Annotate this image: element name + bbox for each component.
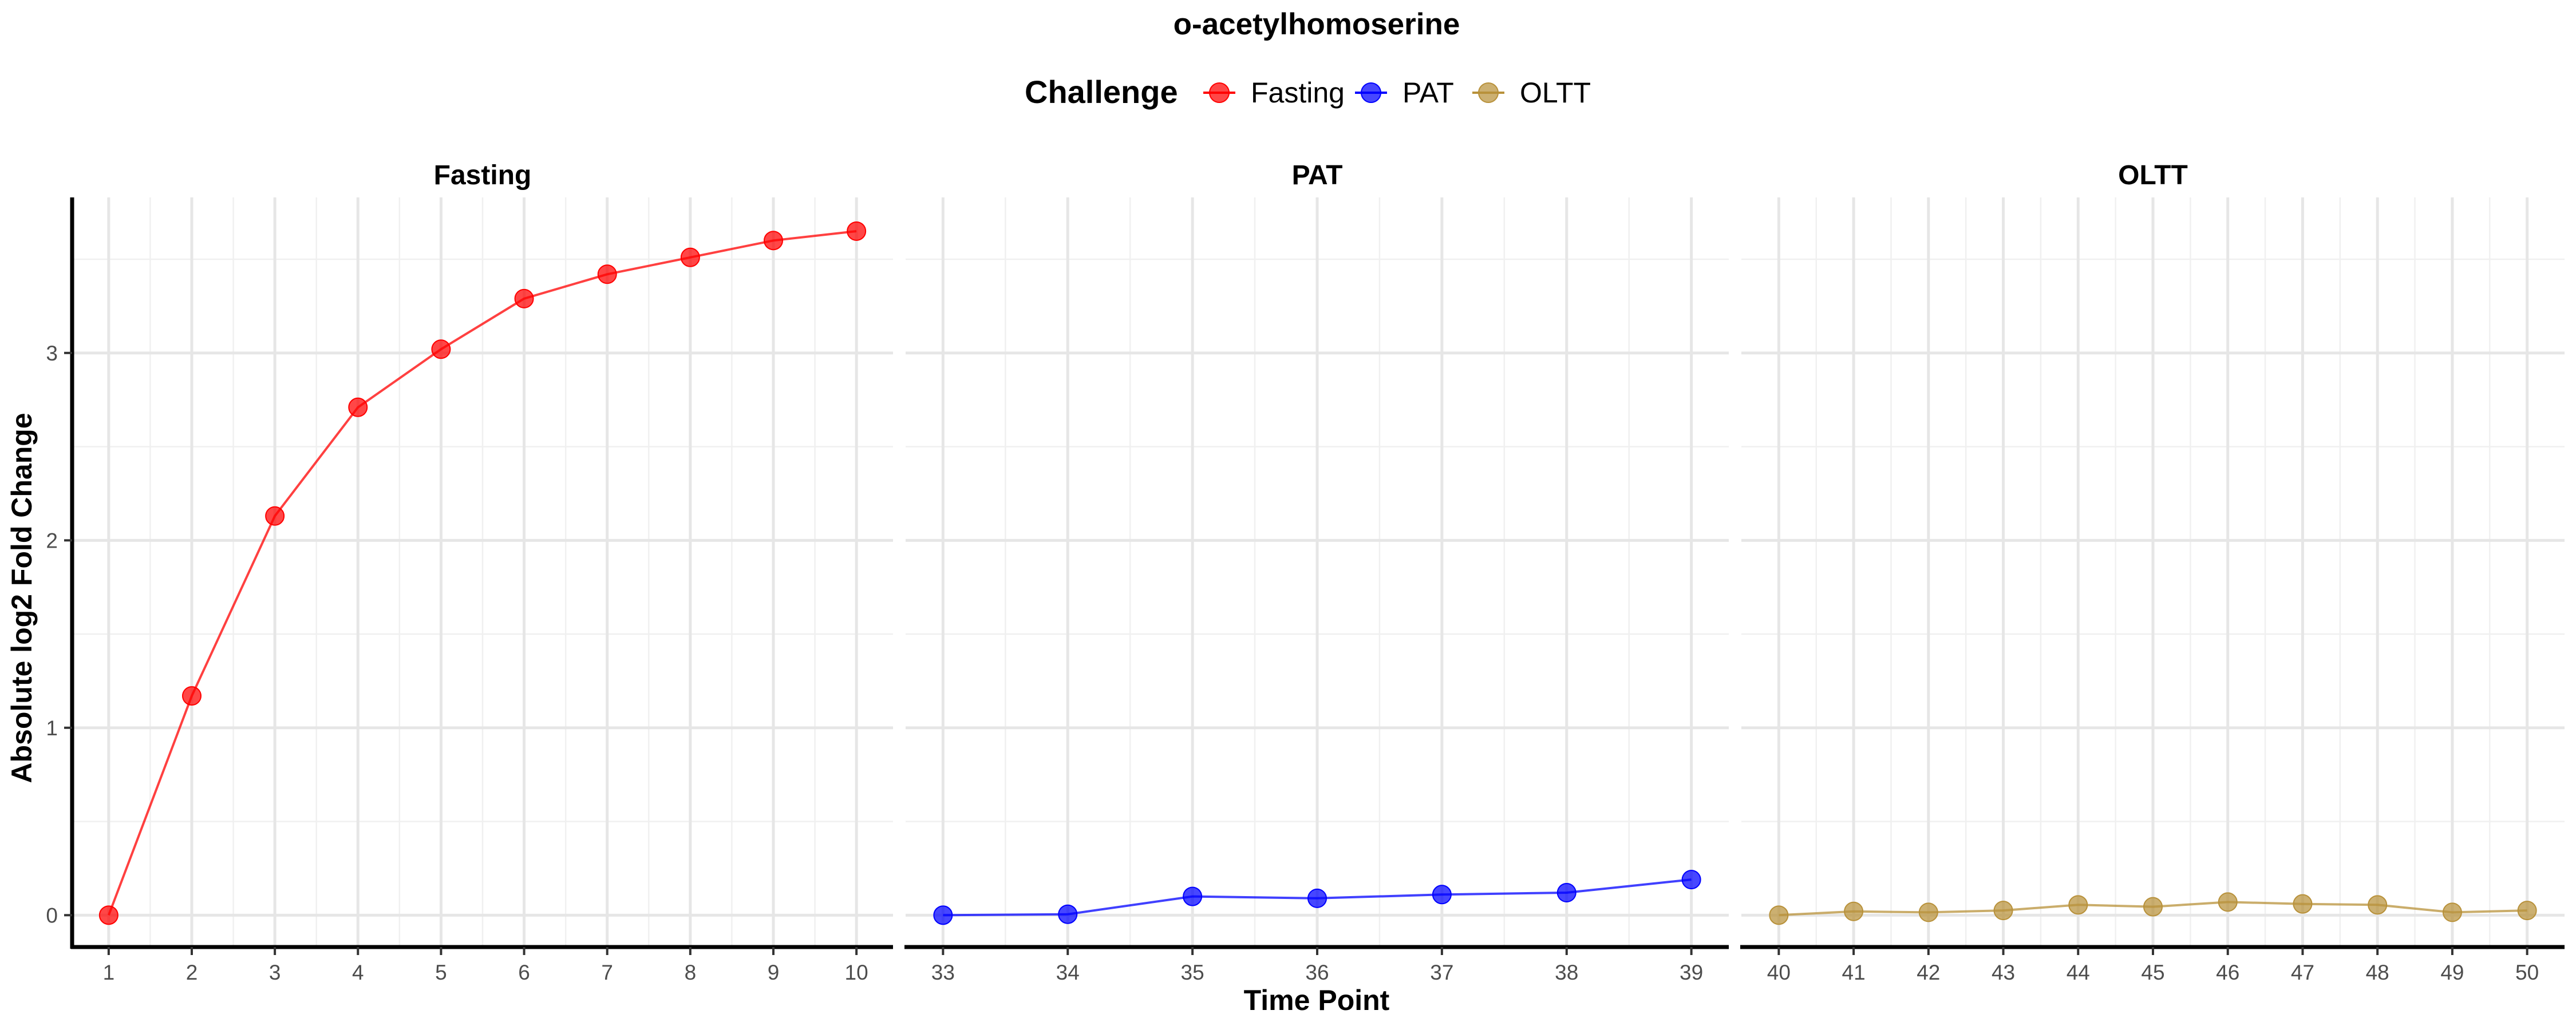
x-tick-label: 50 (2515, 961, 2539, 984)
x-tick-label: 7 (601, 961, 613, 984)
y-tick-label: 1 (46, 716, 58, 740)
x-axis-title: Time Point (1244, 984, 1390, 1016)
legend-label: Fasting (1251, 77, 1345, 109)
data-point-oltt (2143, 897, 2163, 917)
x-tick-label: 43 (1992, 961, 2015, 984)
facet-strip-label: PAT (1292, 160, 1343, 191)
x-tick-label: 8 (685, 961, 697, 984)
data-point-fasting (680, 247, 700, 267)
x-tick-label: 35 (1181, 961, 1204, 984)
y-axis-title: Absolute log2 Fold Change (6, 413, 38, 783)
data-point-fasting (431, 339, 451, 359)
y-tick-label: 0 (46, 904, 58, 927)
x-tick-label: 41 (1842, 961, 1866, 984)
series-line-fasting (108, 230, 857, 916)
x-tick-label: 40 (1767, 961, 1791, 984)
data-point-pat (1183, 886, 1203, 906)
x-tick-label: 33 (931, 961, 955, 984)
x-tick-label: 46 (2216, 961, 2239, 984)
legend-item-fasting: Fasting (1203, 77, 1345, 109)
legend-label: PAT (1402, 77, 1454, 109)
chart-title: o-acetylhomoserine (1174, 7, 1460, 41)
data-point-fasting (265, 506, 285, 526)
data-point-oltt (2368, 895, 2388, 915)
x-tick-label: 3 (269, 961, 281, 984)
data-point-oltt (1993, 901, 2013, 921)
data-point-oltt (2293, 894, 2313, 914)
x-tick-label: 36 (1305, 961, 1329, 984)
data-point-fasting (847, 221, 867, 241)
x-tick-label: 38 (1555, 961, 1578, 984)
facet-oltt: OLTT 40 41 42 43 44 45 46 47 48 49 50 (1740, 160, 2565, 984)
legend-key-marker (1361, 82, 1381, 103)
legend-label: OLTT (1520, 77, 1591, 109)
x-tick-label: 34 (1056, 961, 1080, 984)
data-point-fasting (597, 264, 617, 284)
x-tick-label: 49 (2440, 961, 2464, 984)
x-tick-label: 4 (352, 961, 364, 984)
x-tick-label: 2 (186, 961, 198, 984)
data-point-pat (1556, 883, 1577, 903)
data-point-fasting (348, 397, 368, 417)
data-point-fasting (98, 905, 118, 925)
facet-strip-label: OLTT (2118, 160, 2188, 191)
data-point-fasting (763, 231, 783, 251)
data-point-oltt (2517, 901, 2537, 921)
x-tick-label: 37 (1430, 961, 1453, 984)
facet-fasting: Fasting 1 2 3 4 5 6 7 8 9 10 0 1 2 3 (46, 160, 893, 984)
y-tick-label: 3 (46, 342, 58, 365)
data-point-oltt (2442, 902, 2462, 922)
data-point-pat (1058, 904, 1078, 924)
x-tick-label: 9 (768, 961, 780, 984)
grid (72, 197, 893, 947)
data-point-oltt (1918, 902, 1938, 922)
data-point-oltt (2068, 895, 2088, 915)
data-point-oltt (1844, 901, 1864, 921)
legend: Challenge Fasting PAT OLTT (1025, 74, 1591, 110)
legend-item-pat: PAT (1355, 77, 1454, 109)
x-tick-label: 42 (1917, 961, 1940, 984)
legend-key-marker (1209, 82, 1230, 103)
y-tick-label: 2 (46, 529, 58, 552)
data-point-oltt (2218, 892, 2238, 912)
data-point-pat (1432, 885, 1452, 905)
x-tick-label: 48 (2366, 961, 2389, 984)
x-tick-label: 39 (1680, 961, 1703, 984)
x-tick-label: 10 (845, 961, 868, 984)
facet-strip-label: Fasting (434, 160, 532, 191)
data-point-oltt (1769, 905, 1789, 925)
x-tick-label: 5 (435, 961, 447, 984)
x-tick-label: 6 (518, 961, 530, 984)
x-tick-label: 45 (2141, 961, 2164, 984)
x-tick-label: 44 (2067, 961, 2090, 984)
grid (1741, 197, 2565, 947)
data-point-fasting (182, 686, 202, 706)
x-tick-label: 1 (103, 961, 115, 984)
x-tick-label: 47 (2291, 961, 2314, 984)
facet-pat: PAT 33 34 35 36 37 38 39 (904, 160, 1729, 984)
data-point-pat (933, 905, 953, 925)
legend-key-marker (1478, 82, 1499, 103)
data-point-fasting (514, 288, 534, 308)
legend-item-oltt: OLTT (1472, 77, 1591, 109)
legend-title: Challenge (1025, 74, 1178, 110)
data-point-pat (1681, 870, 1701, 890)
data-point-pat (1307, 888, 1327, 908)
grid (906, 197, 1729, 947)
